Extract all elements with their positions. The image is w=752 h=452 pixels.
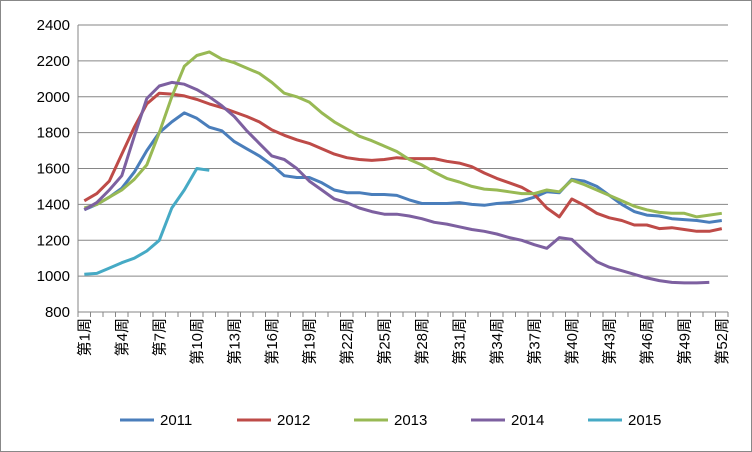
x-tick-label: 第13周 bbox=[225, 318, 243, 365]
y-tick-label: 1000 bbox=[37, 268, 70, 285]
x-tick-label: 第46周 bbox=[638, 318, 656, 365]
x-tick-label: 第52周 bbox=[713, 318, 731, 365]
legend-label: 2013 bbox=[394, 412, 427, 429]
x-tick-label: 第40周 bbox=[563, 318, 581, 365]
series-line bbox=[83, 80, 710, 285]
x-tick-label: 第1周 bbox=[75, 318, 93, 356]
y-tick-label: 800 bbox=[45, 304, 70, 321]
series-line bbox=[83, 50, 723, 219]
series-line bbox=[83, 111, 723, 224]
y-tick-label: 2400 bbox=[37, 17, 70, 34]
x-tick-label: 第49周 bbox=[675, 318, 693, 365]
series-line bbox=[84, 167, 210, 276]
x-tick-label: 第19周 bbox=[300, 318, 318, 365]
x-tick-label: 第34周 bbox=[488, 318, 506, 365]
y-tick-label: 1400 bbox=[37, 196, 70, 213]
x-tick-label: 第25周 bbox=[375, 318, 393, 365]
legend-label: 2014 bbox=[511, 412, 544, 429]
legend-label: 2012 bbox=[277, 412, 310, 429]
x-tick-label: 第28周 bbox=[413, 318, 431, 365]
x-tick-label: 第7周 bbox=[150, 318, 168, 356]
x-tick-label: 第43周 bbox=[600, 318, 618, 365]
x-tick-label: 第31周 bbox=[450, 318, 468, 365]
series-line bbox=[83, 91, 723, 233]
x-tick-label: 第22周 bbox=[338, 318, 356, 365]
y-tick-label: 1600 bbox=[37, 161, 70, 178]
x-tick-label: 第37周 bbox=[525, 318, 543, 365]
y-tick-label: 1800 bbox=[37, 125, 70, 142]
x-tick-label: 第10周 bbox=[188, 318, 206, 365]
legend-label: 2011 bbox=[160, 412, 192, 429]
legend-label: 2015 bbox=[628, 412, 661, 429]
x-tick-label: 第4周 bbox=[113, 318, 131, 356]
y-tick-label: 2000 bbox=[37, 89, 70, 106]
y-tick-label: 2200 bbox=[37, 53, 70, 70]
x-tick-label: 第16周 bbox=[263, 318, 281, 365]
y-tick-label: 1200 bbox=[37, 232, 70, 249]
